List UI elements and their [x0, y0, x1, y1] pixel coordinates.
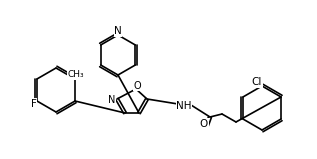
Text: O: O: [200, 119, 208, 129]
Text: NH: NH: [176, 101, 192, 111]
Text: CH₃: CH₃: [68, 70, 84, 80]
Text: F: F: [31, 99, 37, 109]
Text: N: N: [114, 26, 122, 36]
Text: O: O: [133, 81, 141, 91]
Text: N: N: [108, 95, 116, 105]
Text: Cl: Cl: [252, 77, 262, 87]
